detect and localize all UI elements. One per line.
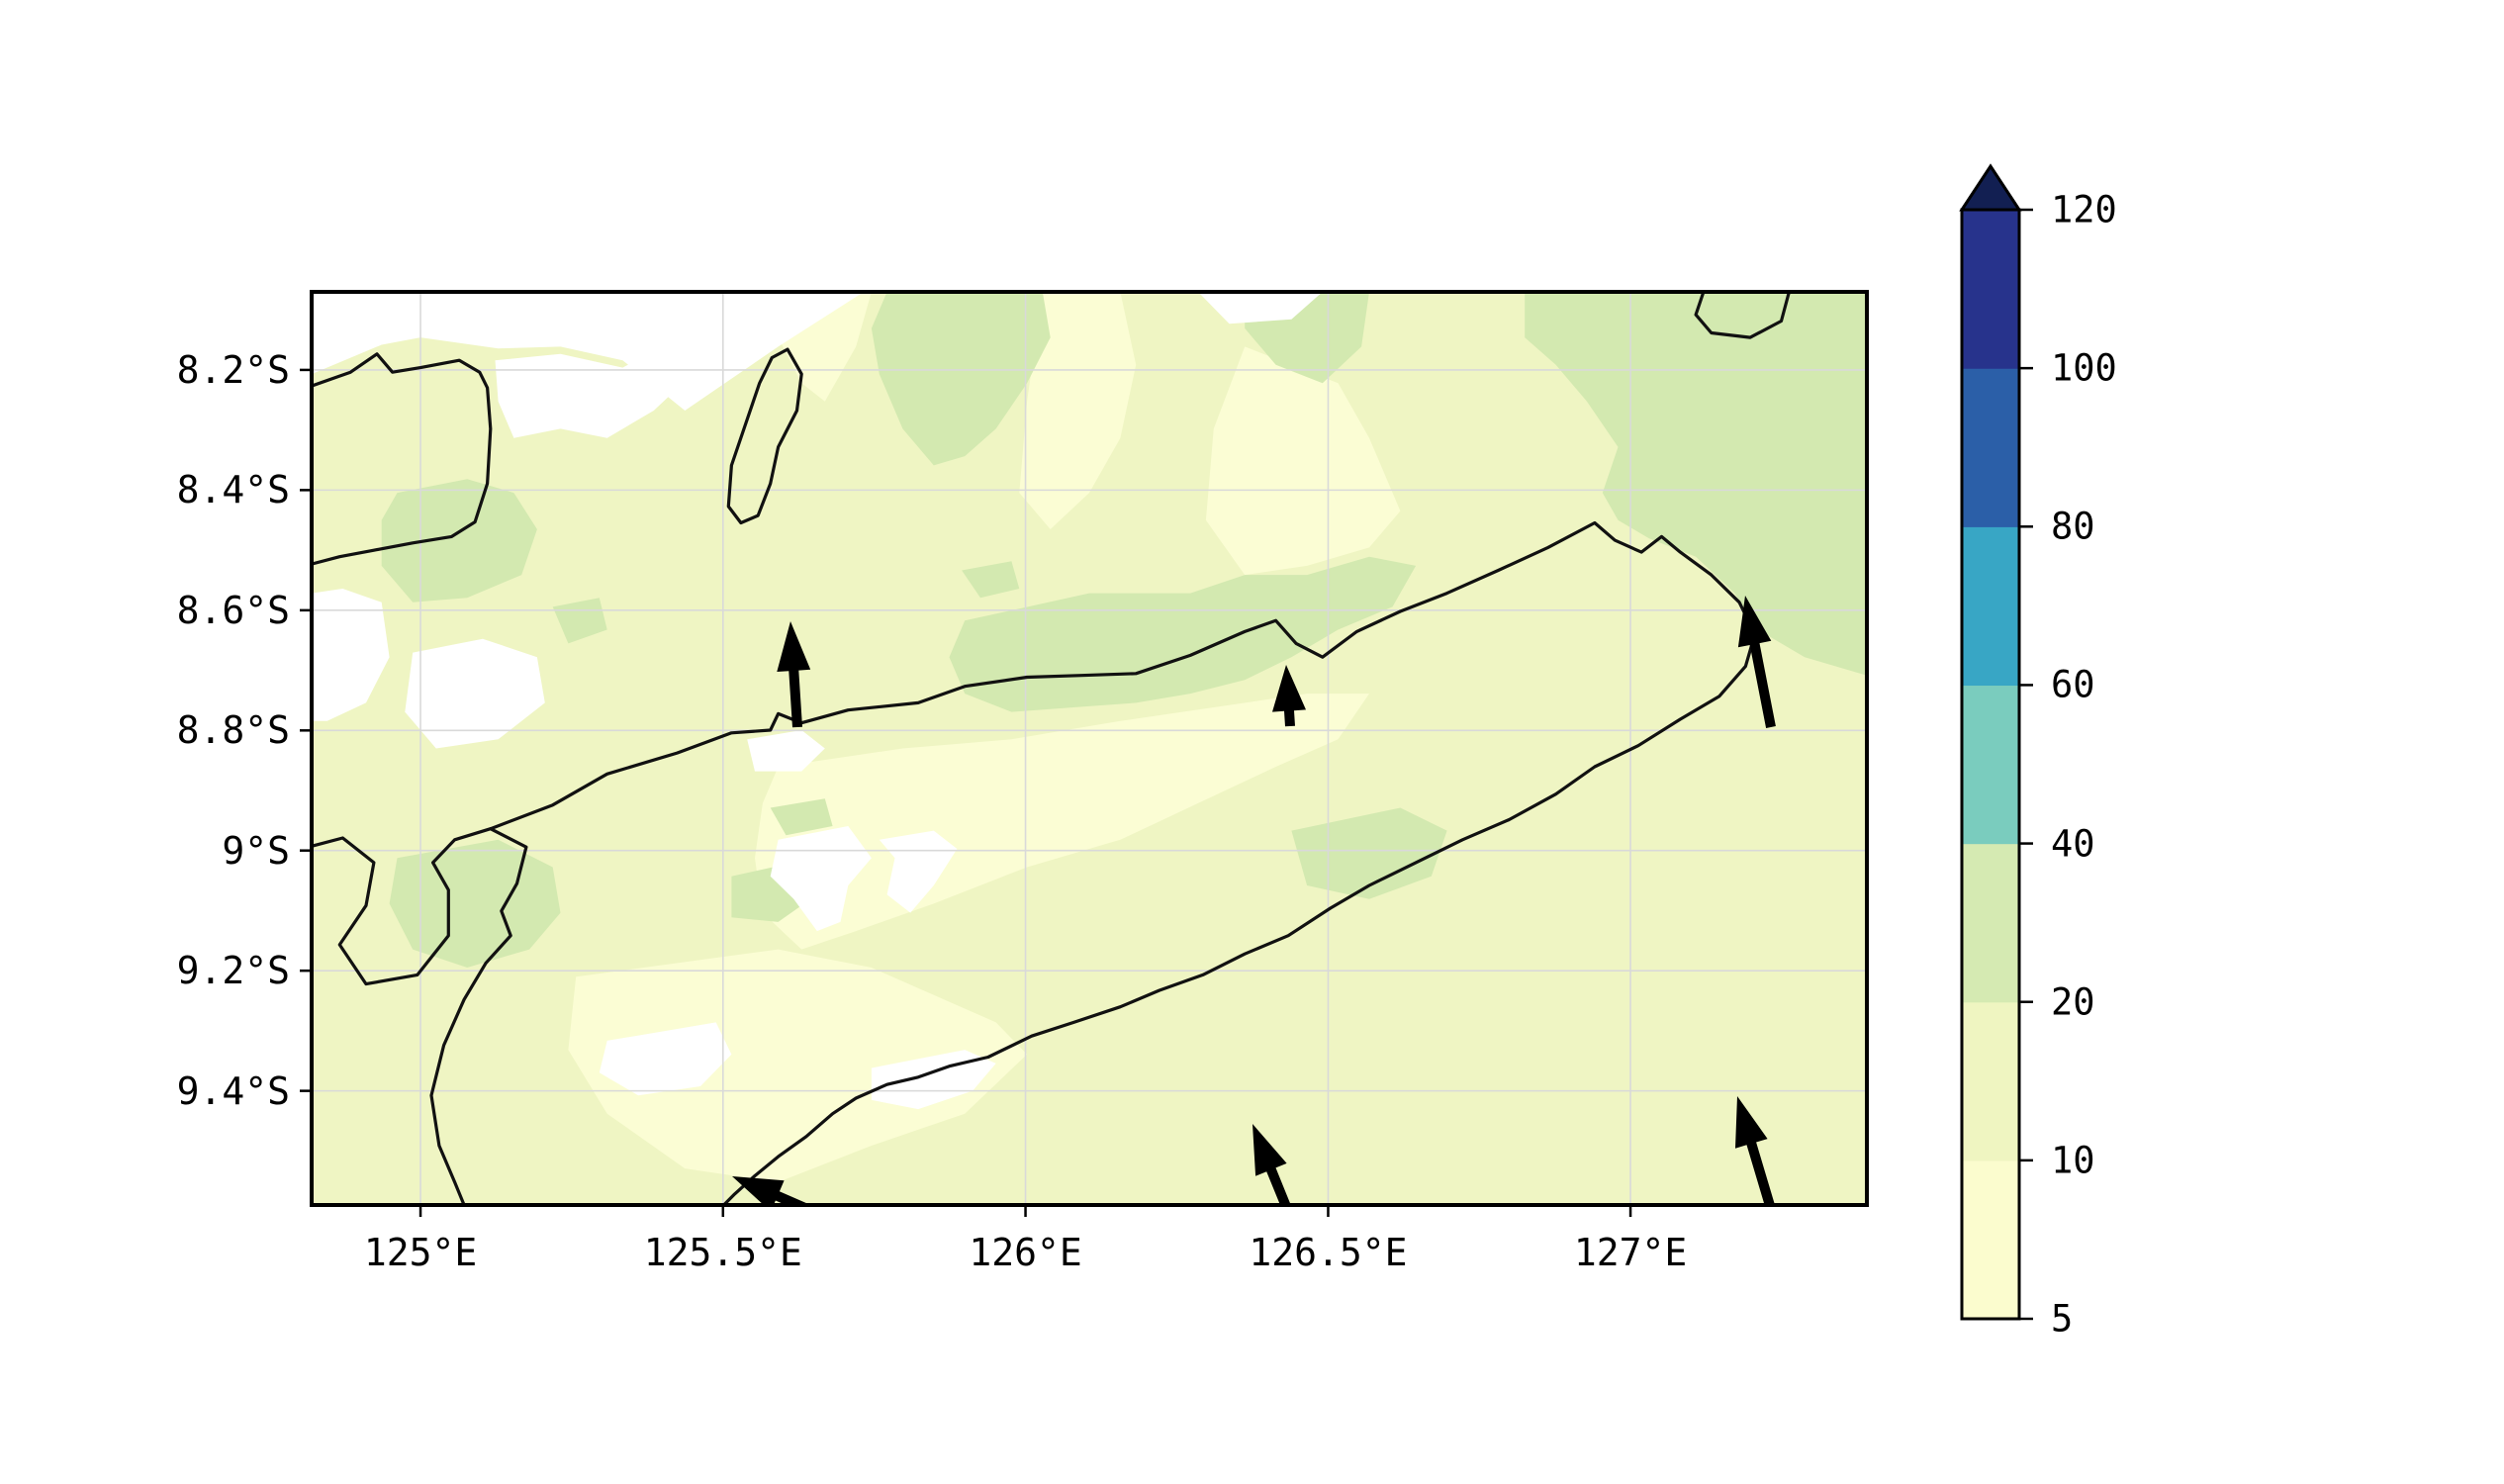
- colorbar-tick-label: 60: [2051, 663, 2095, 706]
- coastline-kisar-island: [1694, 292, 1791, 339]
- windspeed-band-c3: [1291, 807, 1447, 899]
- windspeed-band-c3: [552, 598, 607, 644]
- colorbar-tick-label: 120: [2051, 188, 2117, 232]
- windspeed-band-c1: [568, 949, 1028, 1182]
- windspeed-band-w: [405, 638, 545, 749]
- colorbar-band-60-80: [1962, 526, 2019, 687]
- y-tick-label: 9°S: [222, 828, 290, 873]
- y-tick-label: 8.4°S: [176, 468, 290, 512]
- windspeed-band-c3: [1525, 292, 1867, 676]
- windspeed-band-w: [312, 589, 390, 721]
- y-tick-label: 8.2°S: [176, 347, 290, 392]
- colorbar-tick-label: 20: [2051, 980, 2095, 1024]
- wind-arrow-2: [1737, 596, 1776, 728]
- colorbar-tick-label: 40: [2051, 822, 2095, 866]
- map-plot-area: [312, 292, 1867, 1205]
- coastline-timor-main: [489, 520, 1757, 1205]
- windspeed-band-c3: [962, 561, 1020, 599]
- colorbar-outline: [1960, 208, 2021, 1321]
- plot-border: [310, 290, 1869, 1207]
- wind-arrow-0: [777, 621, 811, 728]
- wind-arrow-5: [1735, 1096, 1776, 1205]
- colorbar-tick-label: 80: [2051, 505, 2095, 548]
- x-tick-label: 125°E: [363, 1231, 478, 1274]
- x-tick-label: 126°E: [969, 1231, 1082, 1274]
- colorbar-band-10-20: [1962, 1001, 2019, 1161]
- wind-arrow-1: [1272, 665, 1306, 727]
- coastline-timor-west-lobe: [312, 827, 528, 1205]
- y-tick-label: 8.6°S: [176, 588, 290, 632]
- windspeed-band-w: [312, 292, 865, 411]
- windspeed-band-c3: [871, 292, 1051, 466]
- windspeed-band-c3: [949, 556, 1417, 712]
- windspeed-band-w: [747, 730, 825, 772]
- y-tick-label: 8.8°S: [176, 708, 290, 753]
- windspeed-band-c3: [770, 798, 833, 836]
- colorbar-tick-label: 100: [2051, 346, 2117, 390]
- windspeed-band-w: [599, 1022, 732, 1096]
- windspeed-band-w: [1198, 292, 1323, 325]
- windspeed-band-c1: [1019, 292, 1137, 529]
- colorbar-band-100-120: [1962, 210, 2019, 369]
- wind-arrow-3: [732, 1176, 809, 1205]
- x-tick-label: 125.5°E: [643, 1231, 802, 1274]
- colorbar-band-40-60: [1962, 685, 2019, 845]
- colorbar-band-80-100: [1962, 368, 2019, 527]
- coastline-atauro-island: [726, 347, 803, 525]
- y-tick-label: 9.2°S: [176, 949, 290, 993]
- windspeed-band-c3: [389, 839, 561, 968]
- wind-arrow-4: [1252, 1124, 1291, 1205]
- x-tick-label: 126.5°E: [1249, 1231, 1408, 1274]
- windspeed-band-w: [770, 826, 872, 932]
- colorbar-tick-label: 10: [2051, 1139, 2095, 1182]
- colorbar-band-20-40: [1962, 843, 2019, 1003]
- windspeed-band-w: [495, 337, 694, 438]
- colorbar-band-5-10: [1962, 1159, 2019, 1320]
- coastline-alor-east-end: [312, 352, 493, 566]
- windspeed-band-c1: [1205, 346, 1401, 576]
- y-tick-label: 9.4°S: [176, 1068, 290, 1113]
- x-tick-label: 127°E: [1573, 1231, 1688, 1274]
- windspeed-band-w: [871, 1050, 996, 1110]
- colorbar-extend-triangle: [1959, 163, 2022, 212]
- colorbar-tick-label: 5: [2051, 1297, 2074, 1341]
